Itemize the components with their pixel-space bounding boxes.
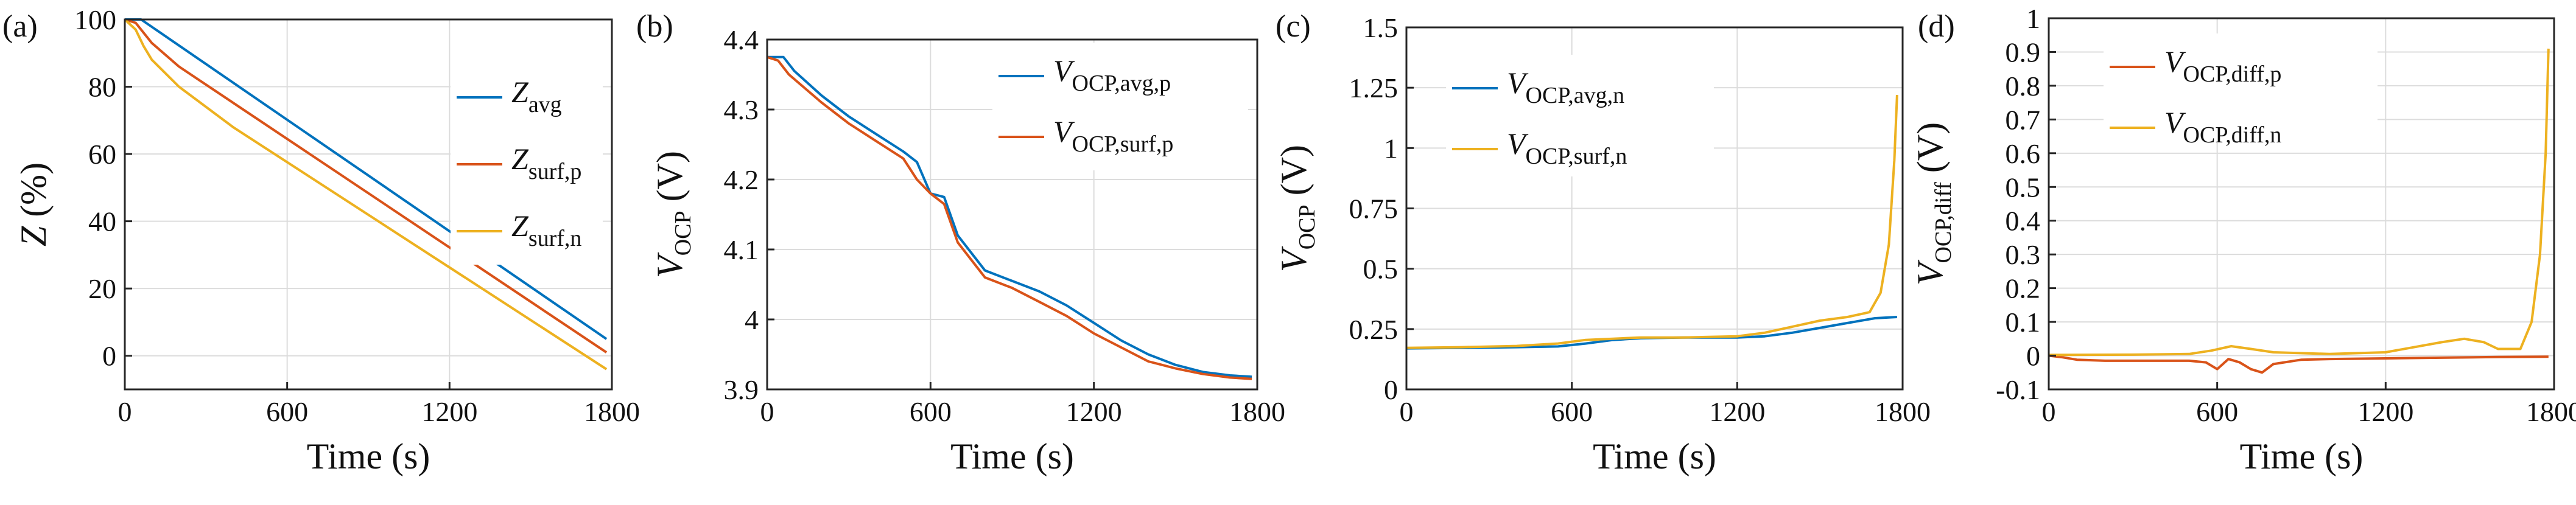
y-axis-label: VOCP (V) <box>1274 145 1320 272</box>
x-tick-label: 1200 <box>2357 396 2413 427</box>
legend: VOCP,diff,p VOCP,diff,n <box>2104 33 2378 148</box>
y-tick-label: 1 <box>2026 3 2040 34</box>
y-tick-label: 0 <box>102 341 116 372</box>
legend-label: Zsurf,p <box>511 142 581 184</box>
y-tick-label: 0.1 <box>2006 307 2041 338</box>
legend: VOCP,avg,p VOCP,surf,p <box>992 43 1248 170</box>
y-tick-label: 4 <box>745 304 759 335</box>
panel-label: (d) <box>1918 9 1955 44</box>
chart-panel-c: 0 600 1200 1800 0 0.25 0.5 0.75 1 1.25 1.5 Time (s)… <box>1274 9 1931 476</box>
legend-box <box>2104 33 2378 143</box>
y-tick-label: 1 <box>1384 133 1398 164</box>
series-line-OCP-diff-n <box>2048 48 2550 357</box>
y-tick-label: 0.4 <box>2006 206 2041 237</box>
axes-frame <box>2048 17 2555 391</box>
panel-label: (c) <box>1276 9 1311 44</box>
series-line-OCP-avg-p <box>767 55 1252 378</box>
y-tick-label: 100 <box>74 4 116 35</box>
legend-label: VOCP,diff,n <box>2164 105 2281 148</box>
y-tick-label: -0.1 <box>1996 374 2040 405</box>
legend: Zavg Zsurf,p Zsurf,n <box>451 64 603 265</box>
y-tick-label: 0 <box>1384 374 1398 405</box>
legend-label: VOCP,avg,p <box>1053 54 1171 96</box>
y-tick-label: 4.3 <box>724 94 759 125</box>
axes-frame <box>766 38 1258 391</box>
y-tick-label: 4.2 <box>724 164 759 195</box>
x-axis-label: Time (s) <box>950 436 1074 476</box>
y-tick-label: 3.9 <box>724 374 759 405</box>
y-tick-label: 4.4 <box>724 24 759 55</box>
x-tick-label: 1200 <box>421 396 477 427</box>
x-axis-label: Time (s) <box>307 436 430 476</box>
x-tick-label: 1800 <box>1229 396 1285 427</box>
chart-panel-a: 0 600 1200 1800 0 20 40 60 80 100 Time (s) Z (%) (a)… <box>2 4 640 476</box>
y-tick-label: 80 <box>88 72 116 103</box>
x-tick-label: 0 <box>1400 396 1414 427</box>
x-tick-label: 0 <box>2042 396 2056 427</box>
y-tick-label: 1.5 <box>1363 12 1399 43</box>
y-tick-label: 0.5 <box>2006 172 2041 203</box>
chart-panel-d: 0 600 1200 1800-0.100.10.20.30.40.50.60.70.… <box>1910 3 2576 476</box>
x-tick-label: 1200 <box>1066 396 1122 427</box>
x-tick-label: 600 <box>266 396 308 427</box>
panel-label: (a) <box>2 9 38 44</box>
series-line-OCP-surf-n <box>1406 95 1898 349</box>
y-tick-label: 0.6 <box>2006 138 2041 169</box>
series-line-OCP-surf-p <box>767 55 1252 380</box>
x-tick-label: 0 <box>118 396 132 427</box>
y-tick-label: 0.25 <box>1349 314 1399 345</box>
y-tick-label: 1.25 <box>1349 72 1399 103</box>
y-tick-label: 0.3 <box>2006 239 2041 270</box>
legend-label: Zsurf,n <box>511 209 581 251</box>
x-tick-label: 0 <box>760 396 774 427</box>
y-axis-label: VOCP,diff (V) <box>1910 122 1956 285</box>
legend-box <box>992 43 1248 170</box>
x-axis-label: Time (s) <box>1593 436 1716 476</box>
series-line-surf-n <box>124 18 608 371</box>
x-tick-label: 600 <box>910 396 952 427</box>
x-tick-label: 1800 <box>584 396 640 427</box>
legend-label: Zavg <box>511 75 562 117</box>
x-tick-label: 1200 <box>1709 396 1765 427</box>
y-tick-label: 60 <box>88 139 116 170</box>
series-line-OCP-diff-p <box>2048 354 2549 374</box>
legend-label: VOCP,diff,p <box>2164 44 2281 87</box>
legend-label: VOCP,avg,n <box>1507 66 1624 108</box>
legend-label: VOCP,surf,n <box>1507 127 1627 169</box>
y-tick-label: 20 <box>88 273 116 304</box>
y-axis-label: VOCP (V) <box>650 151 696 278</box>
y-tick-label: 0.7 <box>2006 104 2041 135</box>
x-axis-label: Time (s) <box>2240 436 2364 476</box>
legend-box <box>1446 55 1714 176</box>
y-tick-label: 0.75 <box>1349 193 1399 225</box>
x-tick-label: 1800 <box>2526 396 2576 427</box>
chart-panel-b: 0 600 1200 1800 3.9 4 4.1 4.2 4.3 4.4 Time (s) VOCP… <box>636 9 1285 476</box>
series-line-surf-p <box>124 18 608 354</box>
y-tick-label: 0.5 <box>1363 254 1399 285</box>
x-tick-label: 1800 <box>1875 396 1931 427</box>
panel-label: (b) <box>636 9 673 44</box>
y-tick-label: 4.1 <box>724 234 759 265</box>
legend: VOCP,avg,n VOCP,surf,n <box>1446 55 1714 176</box>
legend-label: VOCP,surf,p <box>1053 114 1173 157</box>
y-tick-label: 0.2 <box>2006 273 2041 304</box>
y-tick-label: 0.8 <box>2006 71 2041 102</box>
x-tick-label: 600 <box>1551 396 1593 427</box>
axes-frame <box>124 18 613 391</box>
y-tick-label: 0.9 <box>2006 37 2041 68</box>
x-tick-label: 600 <box>2196 396 2238 427</box>
y-tick-label: 40 <box>88 206 116 237</box>
y-axis-label: Z (%) <box>13 162 54 246</box>
y-tick-label: 0 <box>2026 341 2040 372</box>
